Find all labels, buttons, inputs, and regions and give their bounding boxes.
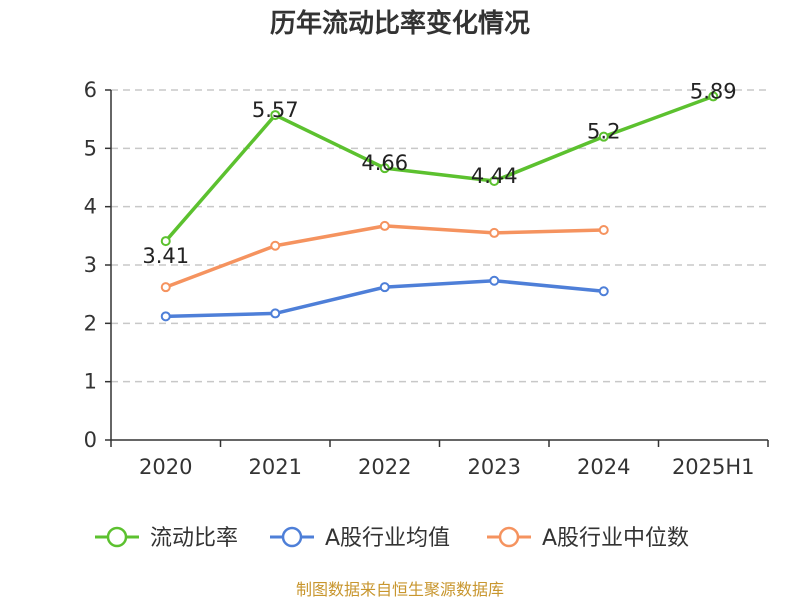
y-tick-label: 3 bbox=[84, 253, 97, 277]
data-label: 4.44 bbox=[471, 164, 518, 188]
data-point bbox=[270, 110, 281, 121]
legend-marker bbox=[281, 526, 303, 548]
data-label: 5.2 bbox=[587, 120, 620, 144]
data-point bbox=[489, 176, 500, 186]
data-point bbox=[160, 236, 171, 247]
data-label: 5.57 bbox=[252, 98, 299, 122]
y-tick-label: 6 bbox=[84, 78, 97, 102]
x-tick-label: 2021 bbox=[249, 455, 302, 479]
data-point bbox=[708, 91, 719, 102]
data-point bbox=[270, 240, 281, 251]
legend-label: A股行业中位数 bbox=[542, 526, 689, 551]
legend-marker bbox=[106, 526, 128, 548]
data-point bbox=[598, 286, 609, 297]
data-label: 3.41 bbox=[142, 244, 189, 268]
series-line-2 bbox=[164, 224, 606, 289]
data-point bbox=[598, 131, 609, 142]
data-point bbox=[160, 282, 171, 293]
data-point bbox=[160, 311, 171, 322]
y-tick-label: 2 bbox=[84, 311, 97, 335]
x-tick-label: 2020 bbox=[139, 455, 192, 479]
series-line-0 bbox=[164, 94, 715, 243]
chart-title: 历年流动比率变化情况 bbox=[270, 8, 530, 39]
x-tick-label: 2023 bbox=[468, 455, 521, 479]
y-tick-label: 4 bbox=[84, 195, 97, 219]
legend-marker bbox=[498, 526, 520, 548]
data-point bbox=[489, 227, 500, 238]
legend-label: 流动比率 bbox=[150, 526, 238, 551]
y-tick-label: 0 bbox=[84, 428, 97, 452]
y-tick-label: 5 bbox=[84, 136, 97, 160]
x-tick-label: 2025H1 bbox=[672, 455, 755, 479]
data-point bbox=[598, 225, 609, 235]
x-tick-label: 2024 bbox=[577, 455, 630, 479]
data-point bbox=[379, 163, 390, 174]
y-tick-label: 1 bbox=[84, 370, 97, 394]
legend-label: A股行业均值 bbox=[325, 526, 450, 551]
data-point bbox=[379, 282, 390, 293]
data-point bbox=[489, 275, 500, 286]
source-note: 制图数据来自恒生聚源数据库 bbox=[296, 580, 504, 599]
data-point bbox=[270, 308, 281, 319]
x-tick-label: 2022 bbox=[358, 455, 411, 479]
data-label: 4.66 bbox=[361, 151, 408, 175]
data-point bbox=[379, 220, 390, 231]
data-label: 5.89 bbox=[690, 79, 737, 103]
